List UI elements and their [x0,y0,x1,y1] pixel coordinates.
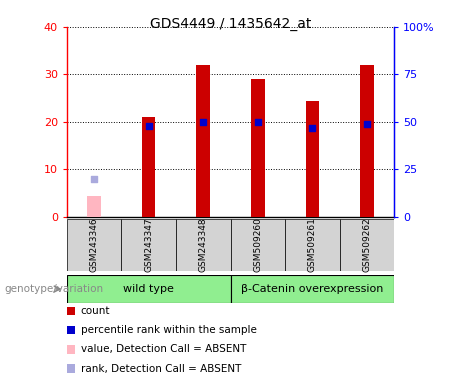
Text: GSM509260: GSM509260 [253,217,262,272]
Bar [196,65,210,217]
Text: GSM509262: GSM509262 [362,217,372,272]
Text: rank, Detection Call = ABSENT: rank, Detection Call = ABSENT [81,364,241,374]
Text: GDS4449 / 1435642_at: GDS4449 / 1435642_at [150,17,311,31]
Bar [176,219,230,271]
Bar [67,275,230,303]
Bar [67,219,121,271]
Bar [87,195,101,217]
Bar [251,79,265,217]
Point [308,124,316,131]
Point [254,119,261,125]
Point [363,121,371,127]
Text: GSM243347: GSM243347 [144,217,153,272]
Bar [142,117,155,217]
Text: GSM509261: GSM509261 [308,217,317,272]
Point [200,119,207,125]
Bar [306,101,319,217]
Text: wild type: wild type [123,284,174,294]
Bar [360,65,374,217]
Point [90,176,98,182]
Text: GSM243346: GSM243346 [89,217,99,272]
Point [145,122,152,129]
Bar [340,219,394,271]
Bar [230,275,394,303]
Text: β-Catenin overexpression: β-Catenin overexpression [241,284,384,294]
Text: GSM243348: GSM243348 [199,217,208,272]
Bar [285,219,340,271]
Text: genotype/variation: genotype/variation [5,284,104,294]
Bar [230,219,285,271]
Text: value, Detection Call = ABSENT: value, Detection Call = ABSENT [81,344,246,354]
Text: count: count [81,306,110,316]
Text: percentile rank within the sample: percentile rank within the sample [81,325,257,335]
Bar [121,219,176,271]
